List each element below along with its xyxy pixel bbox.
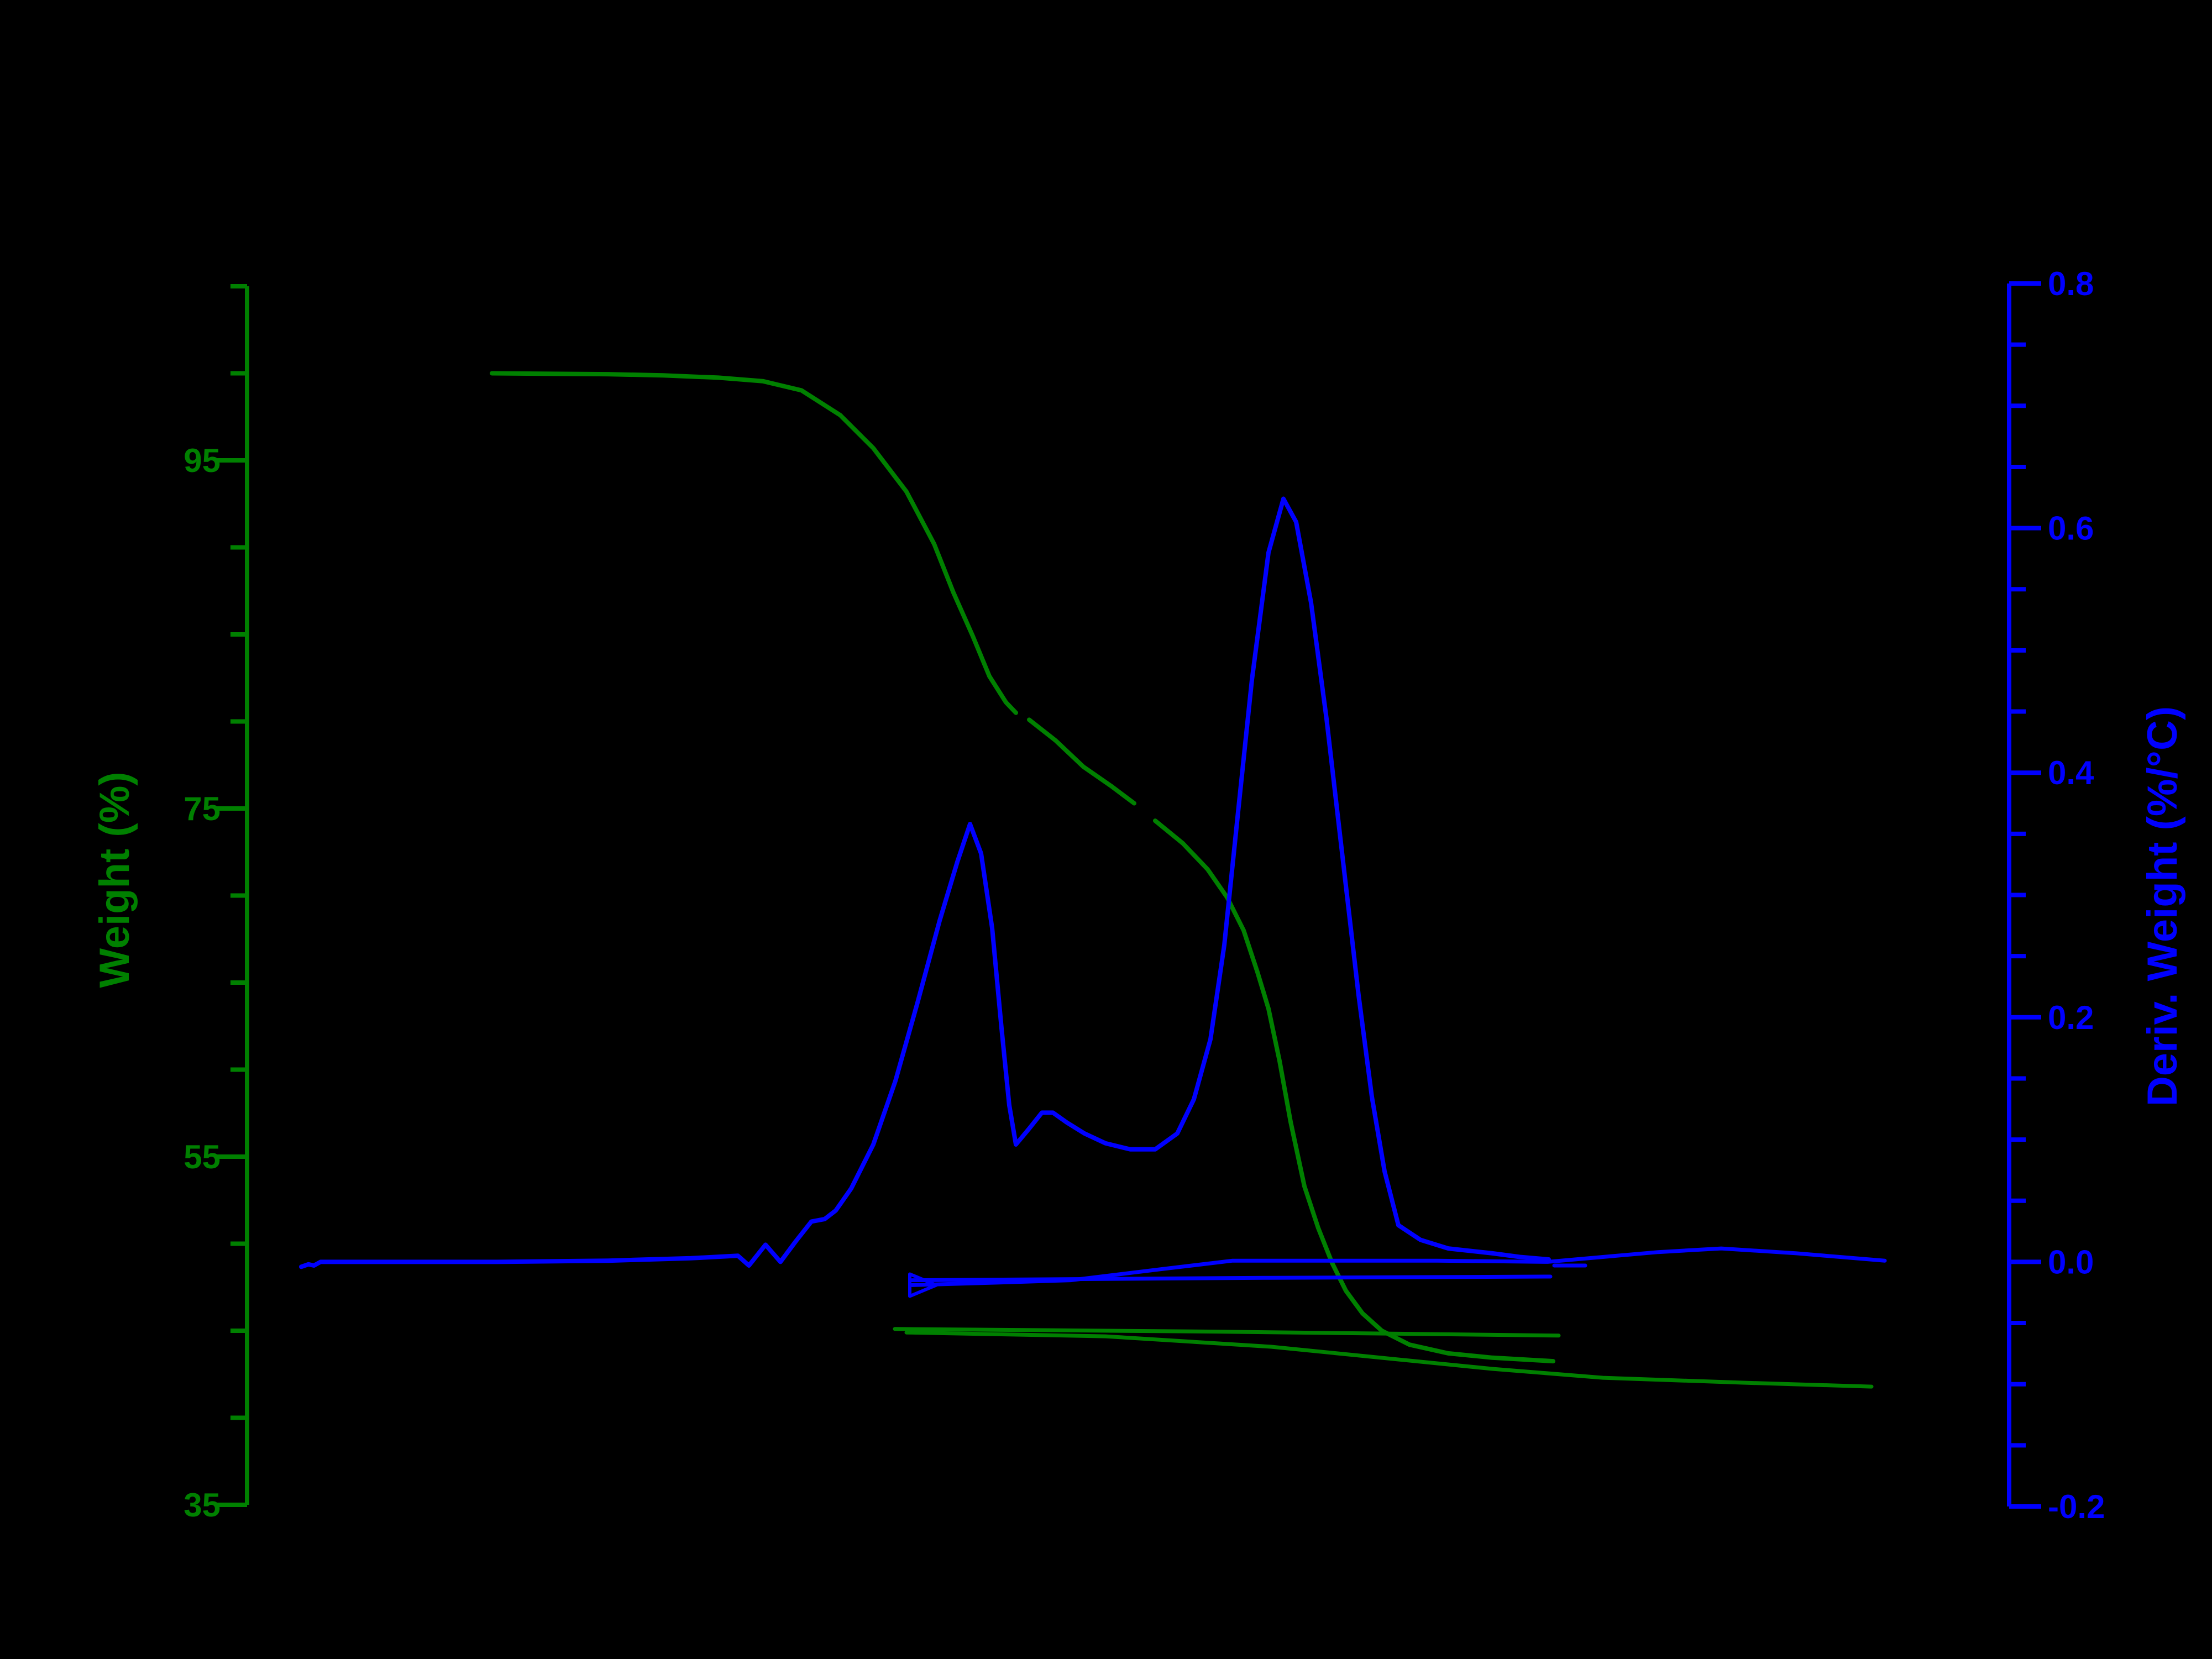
- right-axis-title: Deriv. Weight (%/°C): [2139, 706, 2186, 1106]
- left-tick-label: 35: [184, 1487, 221, 1524]
- weight-main-run-segment: [1027, 717, 1136, 806]
- weight-second-run-segment: [904, 1330, 1874, 1389]
- weight-second-run: [904, 1330, 1874, 1389]
- right-tick-label: 0.2: [2048, 999, 2094, 1036]
- right-tick-label: 0.4: [2048, 754, 2094, 791]
- left-tick-label: 55: [184, 1138, 221, 1175]
- left-tick-label: 75: [184, 790, 221, 827]
- deriv-main-run-segment: [299, 496, 1551, 1269]
- curves-group: [299, 371, 1887, 1389]
- left-weight-axis: 95 75 55 35: [184, 284, 249, 1524]
- left-axis-title: Weight (%): [91, 771, 138, 988]
- weight-main-run-segment: [490, 371, 1018, 715]
- left-tick-label: 95: [184, 442, 221, 479]
- deriv-main-run: [299, 496, 1551, 1269]
- right-tick-label: 0.8: [2048, 265, 2094, 302]
- right-tick-label: 0.6: [2048, 510, 2094, 547]
- deriv-flat-segment: [910, 1263, 1587, 1283]
- right-deriv-axis: 0.8 0.6 0.4 0.2 0.0 -0.2: [2007, 265, 2105, 1525]
- right-tick-label: 0.0: [2048, 1243, 2094, 1280]
- weight-residual-flat: [893, 1327, 1561, 1338]
- weight-residual-flat-segment: [893, 1327, 1561, 1338]
- deriv-flat-segment-segment: [910, 1274, 1553, 1283]
- right-tick-label: -0.2: [2048, 1488, 2105, 1525]
